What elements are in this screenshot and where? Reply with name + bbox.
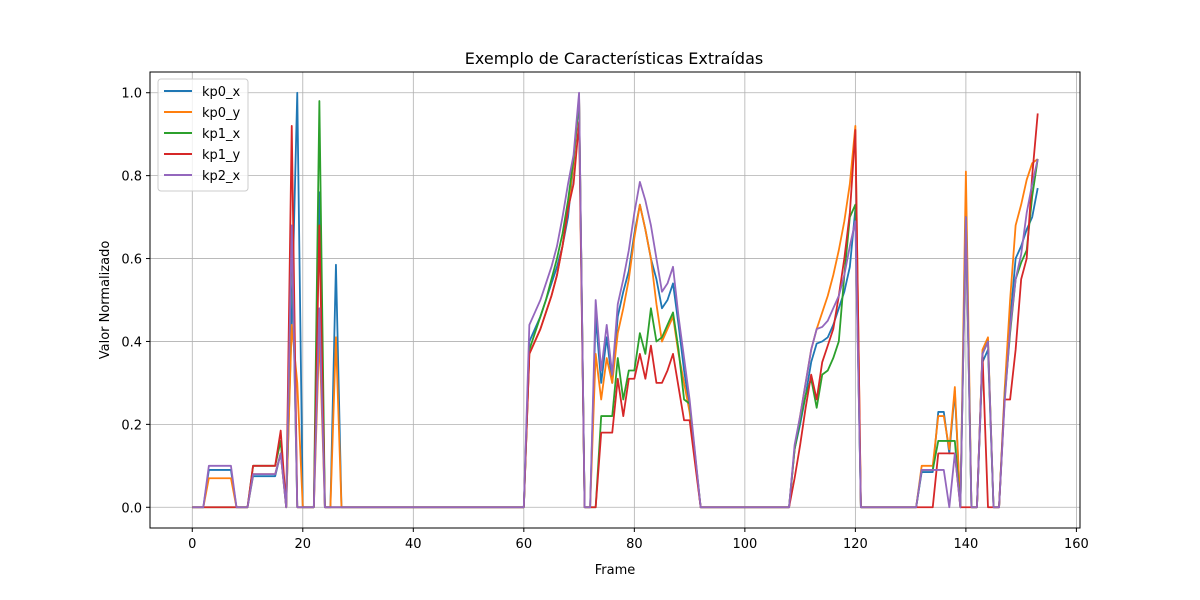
x-axis-label: Frame [595, 563, 636, 578]
plot-area [149, 71, 1081, 529]
series-lines [192, 91, 1039, 509]
legend-label-kp1-y: kp1_y [202, 148, 241, 163]
plot-frame [149, 71, 1081, 529]
x-tick-label: 100 [732, 537, 757, 552]
y-tick-label: 0.2 [121, 418, 142, 433]
chart-title: Exemplo de Características Extraídas [465, 49, 763, 68]
y-tick-label: 1.0 [121, 87, 142, 102]
y-tick-label: 0.8 [121, 170, 142, 185]
y-tick-label: 0.4 [121, 335, 142, 350]
x-axis-ticks: 0 20 40 60 80 100 120 140 160 [188, 528, 1089, 552]
x-tick-label: 140 [953, 537, 978, 552]
x-tick-label: 60 [516, 537, 533, 552]
y-axis-label: Valor Normalizado [98, 241, 113, 360]
y-tick-label: 0.0 [121, 501, 142, 516]
legend-label-kp1-x: kp1_x [202, 127, 241, 142]
x-tick-label: 40 [405, 537, 422, 552]
x-tick-label: 20 [295, 537, 312, 552]
series-line-kp2-x [192, 91, 1039, 509]
y-tick-label: 0.6 [121, 253, 142, 268]
series-line-kp0-y [192, 95, 1039, 509]
plot-background [150, 72, 1080, 528]
x-tick-label: 120 [843, 537, 868, 552]
x-tick-label: 0 [188, 537, 196, 552]
legend-label-kp2-x: kp2_x [202, 169, 241, 184]
legend-box [157, 78, 249, 192]
y-axis-ticks: 0.0 0.2 0.4 0.6 0.8 1.0 [121, 87, 150, 516]
x-tick-label: 160 [1064, 537, 1089, 552]
legend: kp0_x kp0_y kp1_x kp1_y kp2_x [157, 78, 249, 192]
legend-label-kp0-y: kp0_y [202, 106, 241, 121]
legend-items: kp0_x kp0_y kp1_x kp1_y kp2_x [164, 85, 241, 184]
legend-label-kp0-x: kp0_x [202, 85, 241, 100]
x-tick-label: 80 [626, 537, 643, 552]
